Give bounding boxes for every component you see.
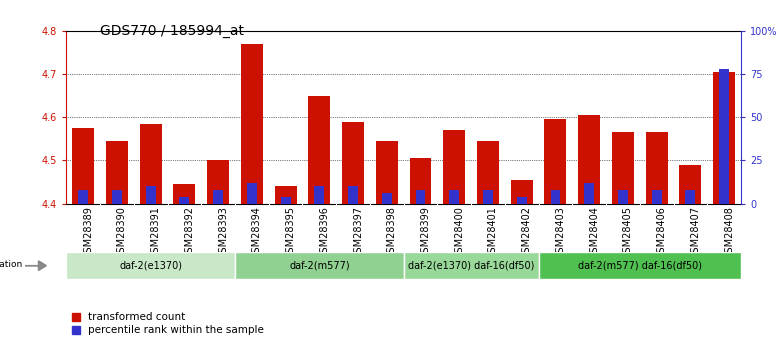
Text: GSM28402: GSM28402 <box>522 206 532 259</box>
Bar <box>713 72 735 204</box>
Bar <box>517 197 526 204</box>
Bar <box>404 252 539 279</box>
Bar <box>410 158 431 204</box>
Text: GSM28390: GSM28390 <box>117 206 127 259</box>
Bar <box>112 190 122 204</box>
Bar <box>168 31 201 204</box>
Bar <box>584 183 594 204</box>
Bar <box>207 160 229 204</box>
Bar <box>646 132 668 204</box>
Bar <box>235 252 404 279</box>
FancyArrow shape <box>25 261 47 270</box>
Bar <box>449 190 459 204</box>
Bar <box>66 31 100 204</box>
Bar <box>640 31 674 204</box>
Text: GDS770 / 185994_at: GDS770 / 185994_at <box>100 24 243 38</box>
Bar <box>719 69 729 204</box>
Text: GSM28400: GSM28400 <box>454 206 464 259</box>
Bar <box>505 31 538 204</box>
Bar <box>247 183 257 204</box>
Legend: transformed count, percentile rank within the sample: transformed count, percentile rank withi… <box>72 312 264 335</box>
Bar <box>539 31 573 204</box>
Text: daf-2(m577) daf-16(df50): daf-2(m577) daf-16(df50) <box>578 261 702 270</box>
Text: GSM28403: GSM28403 <box>555 206 566 259</box>
Bar <box>235 31 268 204</box>
Text: GSM28404: GSM28404 <box>589 206 599 259</box>
Bar <box>612 132 634 204</box>
Bar <box>686 190 695 204</box>
Bar <box>679 165 701 204</box>
Bar <box>336 31 370 204</box>
Bar <box>551 190 560 204</box>
Text: GSM28394: GSM28394 <box>252 206 262 259</box>
Text: daf-2(e1370): daf-2(e1370) <box>119 261 183 270</box>
Bar <box>348 186 358 204</box>
Bar <box>268 31 303 204</box>
Text: GSM28395: GSM28395 <box>285 206 296 259</box>
Text: GSM28399: GSM28399 <box>420 206 431 259</box>
Bar <box>281 197 290 204</box>
Bar <box>471 31 505 204</box>
Bar <box>544 119 566 204</box>
Bar <box>241 44 263 204</box>
Bar <box>707 31 741 204</box>
Bar <box>382 193 392 204</box>
Bar <box>606 31 640 204</box>
Bar <box>416 190 425 204</box>
Bar <box>483 190 493 204</box>
Text: GSM28406: GSM28406 <box>657 206 667 259</box>
Bar <box>213 190 223 204</box>
Bar <box>573 31 606 204</box>
Bar <box>443 130 465 204</box>
Bar <box>134 31 168 204</box>
Text: GSM28397: GSM28397 <box>353 206 363 259</box>
Bar <box>66 252 235 279</box>
Bar <box>342 121 364 204</box>
Text: GSM28393: GSM28393 <box>218 206 228 259</box>
Text: GSM28392: GSM28392 <box>184 206 194 259</box>
Bar <box>179 197 190 204</box>
Text: genotype/variation: genotype/variation <box>0 260 23 269</box>
Bar <box>100 31 134 204</box>
Bar <box>201 31 235 204</box>
Bar <box>173 184 195 204</box>
Bar <box>511 180 533 204</box>
Text: GSM28407: GSM28407 <box>690 206 700 259</box>
Bar <box>370 31 404 204</box>
Bar <box>303 31 336 204</box>
Text: GSM28405: GSM28405 <box>623 206 633 259</box>
Text: GSM28389: GSM28389 <box>83 206 93 259</box>
Bar <box>314 186 324 204</box>
Bar <box>308 96 330 204</box>
Bar <box>376 141 398 204</box>
Text: GSM28401: GSM28401 <box>488 206 498 259</box>
Bar <box>140 124 161 204</box>
Text: daf-2(e1370) daf-16(df50): daf-2(e1370) daf-16(df50) <box>408 261 534 270</box>
Bar <box>275 186 296 204</box>
Text: GSM28396: GSM28396 <box>319 206 329 259</box>
Bar <box>674 31 707 204</box>
Bar <box>477 141 499 204</box>
Bar <box>404 31 438 204</box>
Bar <box>106 141 128 204</box>
Text: GSM28398: GSM28398 <box>387 206 397 259</box>
Bar <box>73 128 94 204</box>
Bar <box>539 252 741 279</box>
Bar <box>652 190 661 204</box>
Bar <box>438 31 471 204</box>
Bar <box>618 190 628 204</box>
Bar <box>146 186 155 204</box>
Text: GSM28391: GSM28391 <box>151 206 161 259</box>
Text: GSM28408: GSM28408 <box>724 206 734 259</box>
Bar <box>578 115 600 204</box>
Bar <box>78 190 88 204</box>
Text: daf-2(m577): daf-2(m577) <box>289 261 349 270</box>
